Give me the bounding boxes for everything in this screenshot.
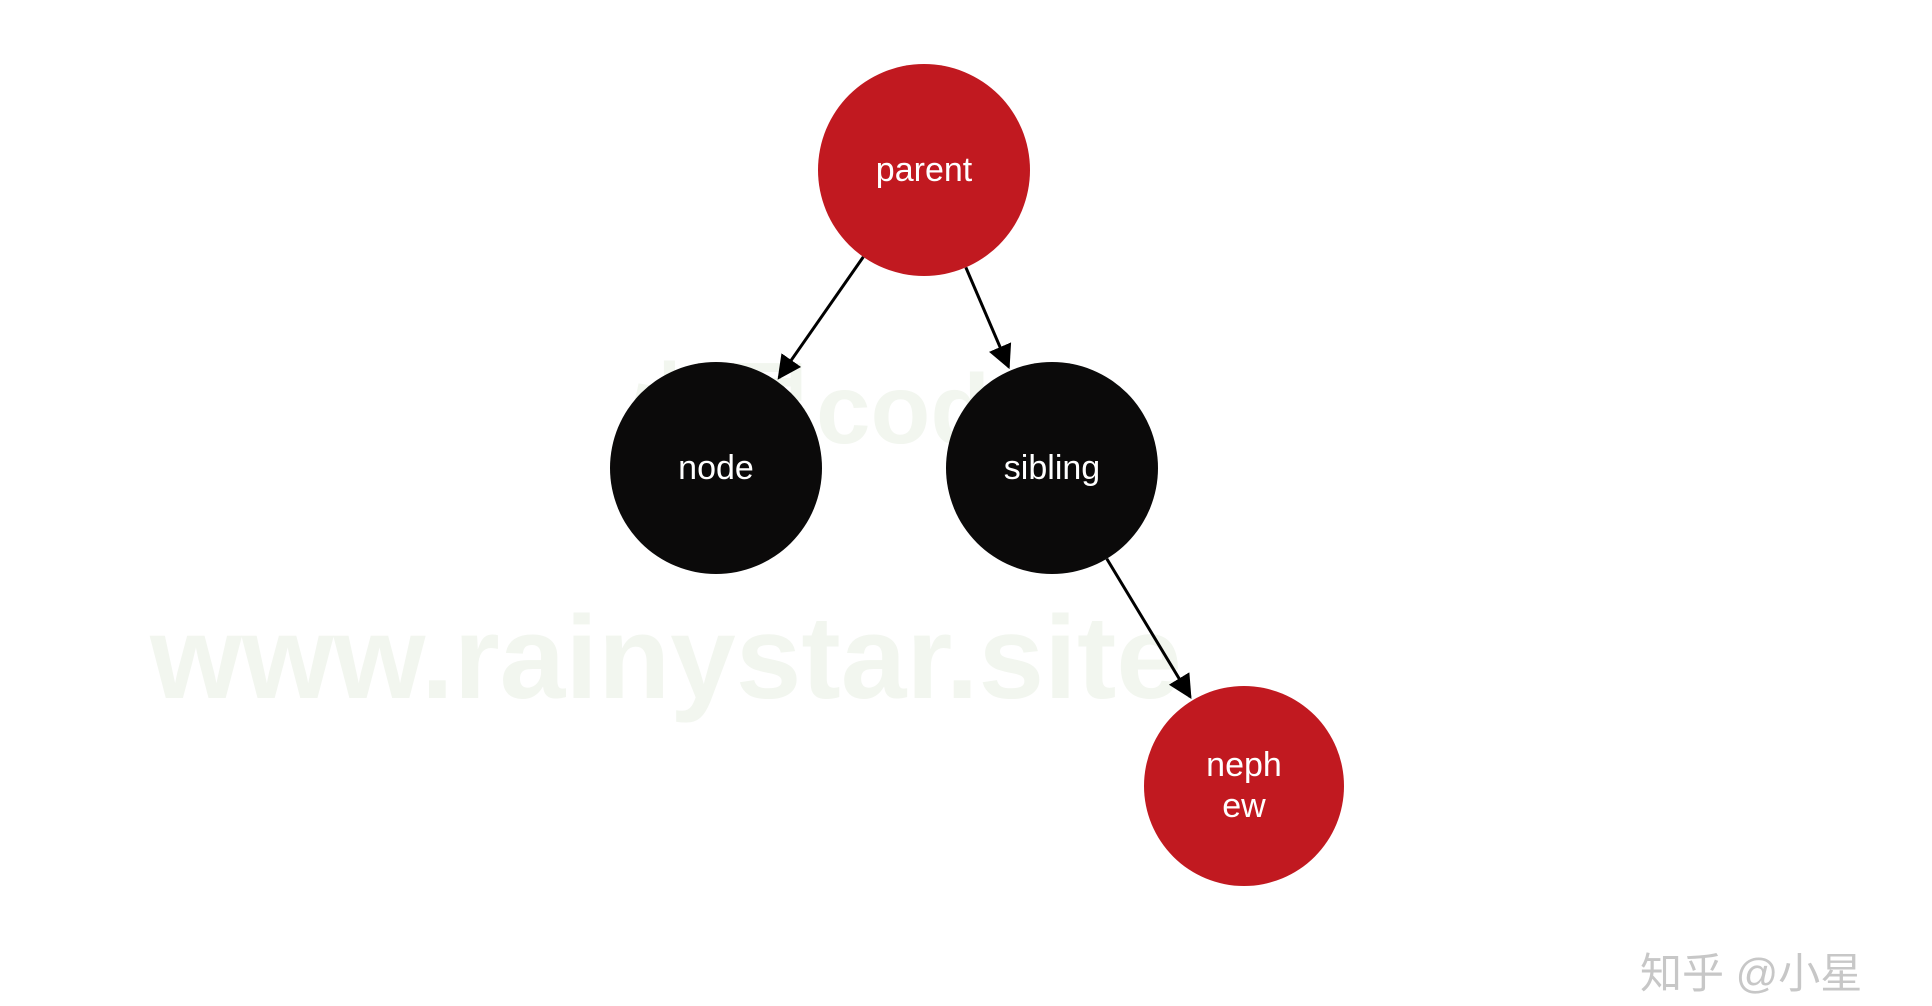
diagram-canvas: 小星code www.rainystar.site parent node si…: [0, 0, 1932, 1006]
node-label: node: [678, 448, 754, 489]
attribution-text: 知乎 @小星: [1640, 940, 1862, 1001]
node-label: parent: [876, 150, 972, 191]
node-label: nephew: [1206, 745, 1282, 827]
node-label: sibling: [1004, 448, 1100, 489]
node-nephew: nephew: [1144, 686, 1344, 886]
watermark-2: www.rainystar.site: [150, 590, 1182, 726]
node-node: node: [610, 362, 822, 574]
node-parent: parent: [818, 64, 1030, 276]
node-sibling: sibling: [946, 362, 1158, 574]
